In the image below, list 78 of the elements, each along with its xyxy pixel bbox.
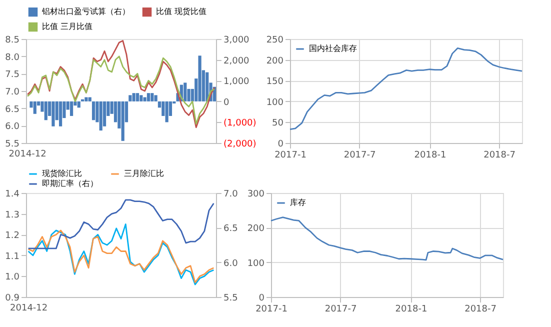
x-tick-label: 2017-1 [274,150,306,160]
bar [140,95,143,102]
line-series [28,199,214,250]
y2-tick-label: 3,000 [224,36,250,46]
bar [184,82,187,102]
y2-tick-label: (2,000) [224,140,256,150]
y-tick-label: 1.2 [5,231,20,242]
y-tick-label: 100 [247,258,265,269]
y2-tick-label: 0 [224,98,230,108]
y2-tick-label: (1,000) [224,118,256,129]
legend-label: 三月除汇比 [124,169,164,178]
bar [198,56,202,102]
y-tick-label: 1.1 [5,252,20,262]
legend-label: 国内社会库存 [309,44,357,53]
line-series [270,216,504,261]
legend-label: 即期汇率（右） [42,179,98,188]
bar [58,101,62,126]
y-tick-label: 150 [266,77,284,88]
y2-tick-label: 5.5 [224,294,238,304]
y-tick-label: 5.5 [5,140,20,150]
y-tick-label: 8.5 [5,36,20,46]
y-tick-label: 200 [266,56,284,66]
bar [143,97,146,102]
y2-tick-label: 6.5 [224,224,238,234]
legend-label: 铝材出口盈亏试算（右） [41,7,130,16]
y-tick-label: 7.0 [5,88,20,98]
bar [33,101,36,114]
legend-label: 比值 三月比值 [42,22,93,31]
bar [92,101,96,120]
y-tick-label: 0 [278,140,284,150]
bar [44,101,48,120]
y2-tick-label: 2,000 [224,56,250,66]
legend-label: 比值 现货比值 [156,7,207,16]
y2-tick-label: 1,000 [224,77,250,88]
y-tick-label: 100 [266,98,284,108]
bar [128,95,132,102]
legend-label: 库存 [290,198,306,207]
bar [121,101,124,141]
bar [150,93,154,102]
y-tick-label: 6.0 [5,122,20,132]
x-tick-label: 2014-12 [8,150,46,160]
bar [52,101,55,126]
y-tick-label: 8.0 [5,52,20,63]
bar [102,101,106,126]
line-series [26,56,216,125]
y-tick-label: 1.0 [5,272,20,283]
bar [132,93,136,102]
y-tick-label: 50 [272,118,284,129]
x-tick-label: 2017-7 [344,150,376,160]
y-tick-label: 250 [266,36,284,46]
bar [154,95,158,102]
y-tick-label: 6.5 [5,104,20,115]
y-tick-label: 1.4 [5,190,20,200]
line-series [26,40,216,128]
y-tick-label: 0 [258,294,265,304]
bar [99,101,102,131]
x-tick-label: 2017-7 [324,304,357,314]
bar [84,97,88,102]
y-tick-label: 0.9 [5,294,20,304]
x-tick-label: 2018-7 [464,304,496,314]
x-tick-label: 2014-12 [10,304,48,314]
x-tick-label: 2018-1 [395,304,428,314]
y2-tick-label: 7.0 [224,190,238,200]
bar [165,101,168,122]
y-tick-label: 200 [247,224,265,234]
bar [146,93,150,102]
legend-label: 现货除汇比 [42,169,82,178]
x-tick-label: 2018-1 [414,150,446,160]
bar [77,101,80,108]
x-tick-label: 2018-7 [484,150,516,160]
bar [70,101,74,116]
y-tick-label: 7.5 [5,70,20,80]
x-tick-label: 2017-1 [256,304,288,314]
y-tick-label: 1.3 [5,210,20,220]
y-tick-label: 300 [247,190,265,200]
y2-tick-label: 6.0 [224,258,238,269]
bar [88,97,92,102]
bar [136,93,140,102]
